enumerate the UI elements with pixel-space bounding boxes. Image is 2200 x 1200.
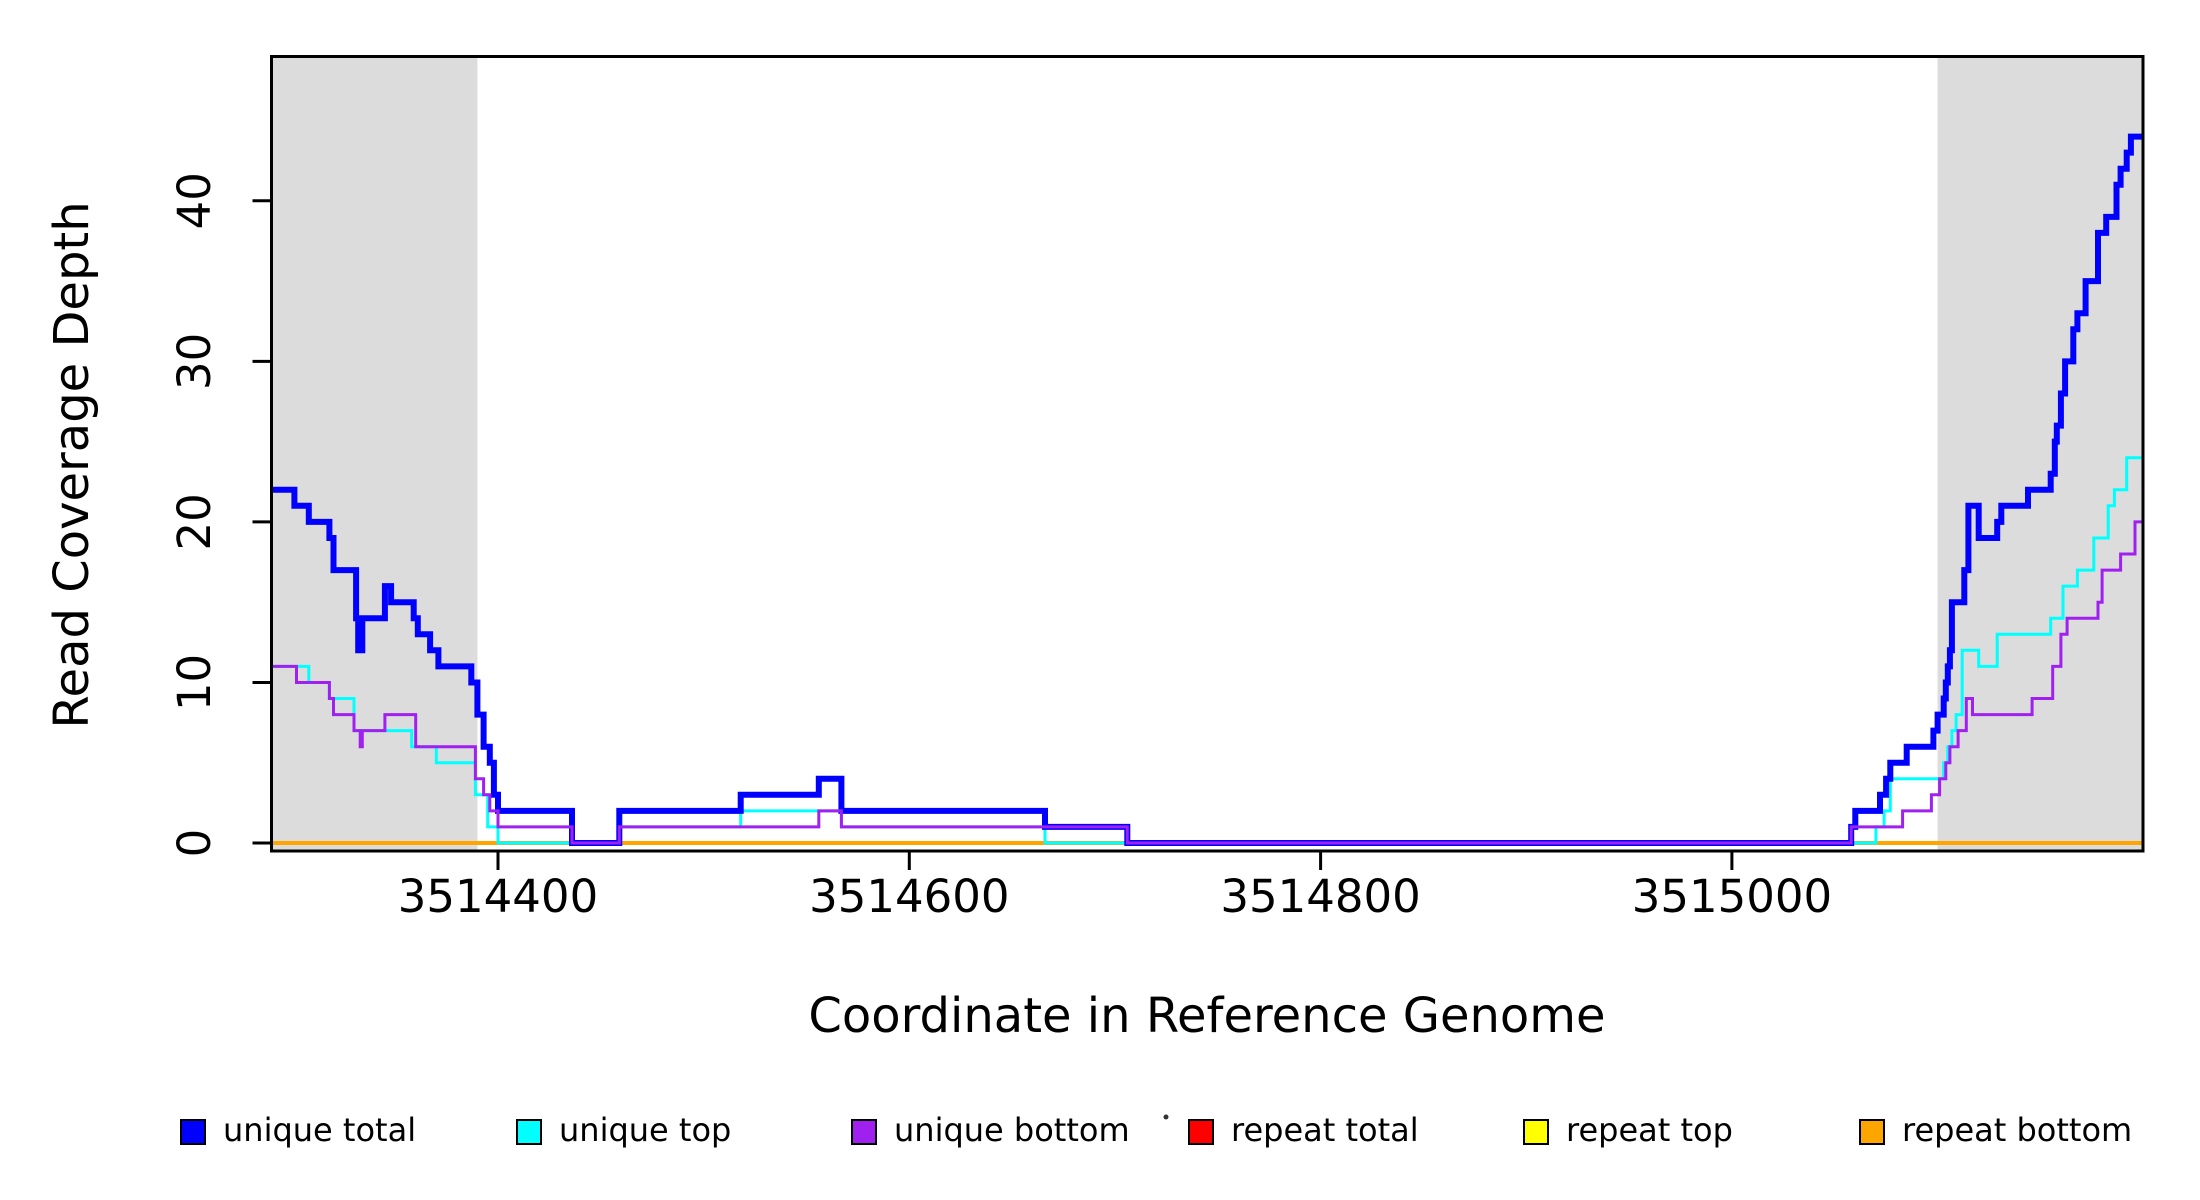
legend-swatch-unique-total: [180, 1119, 206, 1145]
y-tick-label: 40: [168, 172, 221, 229]
x-axis-title: Coordinate in Reference Genome: [808, 988, 1605, 1044]
x-tick-label: 3514400: [398, 870, 598, 923]
x-tick-label: 3514800: [1220, 870, 1420, 923]
y-tick-label: 20: [168, 493, 221, 550]
y-tick-label: 0: [168, 829, 221, 858]
series-line-unique-top: [271, 456, 2144, 845]
plot-border: [270, 55, 2145, 853]
shaded-region: [271, 56, 478, 851]
legend: unique total unique top unique bottom repea…: [180, 1111, 2132, 1149]
y-tick-label: 10: [168, 654, 221, 711]
legend-item: unique top: [516, 1111, 731, 1149]
shaded-region: [1937, 56, 2143, 851]
x-tick-label: 3514600: [809, 870, 1009, 923]
legend-item: unique bottom: [851, 1111, 1130, 1149]
legend-item: repeat bottom: [1859, 1111, 2132, 1149]
legend-swatch-unique-top: [516, 1119, 542, 1145]
legend-swatch-repeat-bottom: [1859, 1119, 1885, 1145]
series-lines: [271, 133, 2144, 846]
artifacts: [1163, 1114, 1169, 1120]
legend-swatch-repeat-total: [1188, 1119, 1214, 1145]
series-line-unique-bottom: [271, 520, 2144, 845]
legend-label: unique total: [223, 1111, 416, 1149]
y-axis-title: Read Coverage Depth: [44, 201, 100, 728]
stray-mark-artifact: [1163, 1114, 1169, 1120]
legend-label: repeat top: [1566, 1111, 1733, 1149]
legend-swatch-unique-bottom: [851, 1119, 877, 1145]
y-tick-label: 30: [168, 333, 221, 390]
legend-label: repeat total: [1231, 1111, 1419, 1149]
legend-label: unique bottom: [894, 1111, 1130, 1149]
legend-swatch-repeat-top: [1523, 1119, 1549, 1145]
series-line-unique-total: [271, 133, 2144, 846]
axis-ticks: 3514400 3514600 3514800 3515000 0 10 20 30 40: [168, 172, 1832, 923]
legend-item: repeat total: [1188, 1111, 1419, 1149]
legend-item: unique total: [180, 1111, 416, 1149]
x-tick-label: 3515000: [1632, 870, 1832, 923]
shaded-regions: [271, 56, 2143, 851]
legend-label: unique top: [559, 1111, 731, 1149]
legend-item: repeat top: [1523, 1111, 1733, 1149]
legend-label: repeat bottom: [1902, 1111, 2132, 1149]
